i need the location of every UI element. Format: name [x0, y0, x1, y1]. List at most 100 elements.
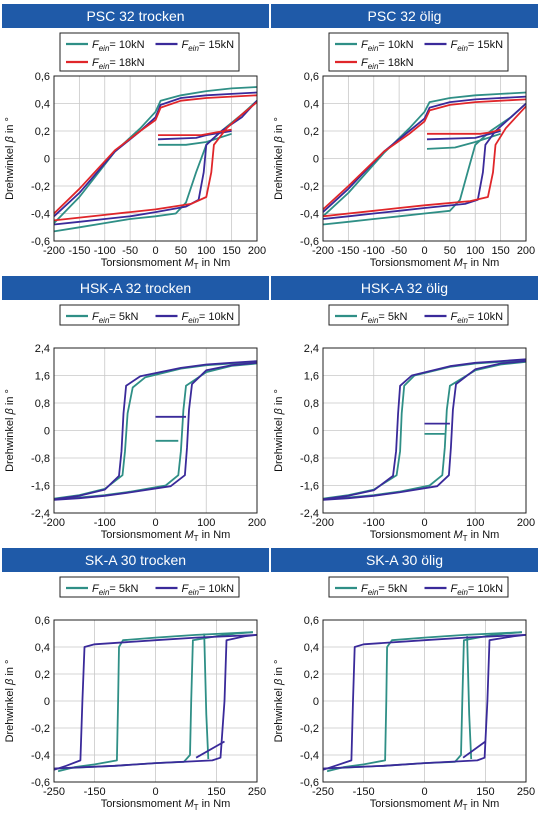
series-line: [57, 631, 253, 773]
x-tick-label: 0: [152, 245, 158, 257]
x-tick-label: 100: [466, 245, 484, 257]
x-tick-label: -50: [122, 245, 138, 257]
x-tick-label: 250: [248, 786, 266, 798]
x-tick-label: -250: [43, 786, 65, 798]
x-tick-label: -200: [312, 517, 334, 529]
y-tick-label: 0: [313, 696, 319, 708]
y-tick-label: 0,2: [304, 126, 319, 138]
y-tick-label: -0,2: [300, 181, 319, 193]
series-line: [426, 130, 501, 141]
y-tick-label: -0,4: [300, 209, 319, 221]
chart-svg: -250 -150 0 150 250 -0,6 -0,4 -0,2 0 0,2 0,4 0,6 Tor…: [273, 576, 535, 812]
legend-label: Fein= 10kN: [182, 583, 235, 597]
y-tick-label: 1,6: [35, 371, 50, 383]
y-tick-label: -0,4: [31, 750, 50, 762]
series-line: [158, 128, 232, 136]
legend-label: Fein= 10kN: [451, 311, 504, 325]
legend-label: Fein= 15kN: [182, 39, 235, 53]
x-tick-label: -100: [94, 245, 116, 257]
y-tick-label: 0,6: [35, 615, 50, 627]
series-line: [322, 634, 527, 771]
x-tick-label: -200: [43, 245, 65, 257]
series-line: [322, 95, 527, 213]
y-axis-label: Drehwinkel β in °: [273, 660, 285, 743]
y-tick-label: -0,2: [300, 723, 319, 735]
plot-frame: [322, 347, 527, 514]
y-tick-label: -2,4: [31, 508, 50, 520]
series-line: [322, 358, 527, 501]
y-tick-label: 0,2: [35, 669, 50, 681]
x-tick-label: -100: [94, 517, 116, 529]
x-tick-label: 150: [491, 245, 509, 257]
plot-frame: [322, 619, 527, 783]
x-tick-label: 100: [197, 517, 215, 529]
series-line: [322, 105, 527, 218]
y-tick-label: 0: [313, 154, 319, 166]
y-tick-label: 0,8: [304, 398, 319, 410]
chart-svg: -200 -100 0 100 200 -2,4 -1,6 -0,8 0 0,8 1,6 2,4 Tor…: [273, 304, 535, 543]
y-tick-label: -0,8: [31, 453, 50, 465]
y-tick-label: -0,6: [300, 236, 319, 248]
y-tick-label: -0,4: [31, 209, 50, 221]
chart-title: SK-A 30 ölig: [271, 548, 538, 572]
series-line: [203, 633, 210, 760]
y-tick-label: -0,4: [300, 750, 319, 762]
chart-svg: -200 -150 -100 -50 0 50 100 150 200 -0,6 -0,4 -0,2 0…: [273, 32, 535, 271]
y-tick-label: 0,8: [35, 398, 50, 410]
x-tick-label: 100: [197, 245, 215, 257]
legend-label: Fein= 10kN: [361, 39, 414, 53]
x-axis-label: Torsionsmoment MT in Nm: [370, 798, 500, 812]
series-line: [53, 634, 258, 770]
x-axis-label: Torsionsmoment MT in Nm: [370, 529, 500, 543]
x-tick-label: -100: [363, 245, 385, 257]
y-axis-label: Drehwinkel β in °: [4, 660, 16, 743]
x-axis-label: Torsionsmoment MT in Nm: [101, 798, 231, 812]
x-tick-label: 200: [517, 517, 535, 529]
series-line: [53, 91, 258, 217]
x-tick-label: -200: [312, 245, 334, 257]
y-axis-label: Drehwinkel β in °: [273, 389, 285, 472]
legend-label: Fein= 18kN: [361, 57, 414, 71]
series-line: [466, 636, 473, 760]
legend-box: [328, 32, 509, 72]
series-line: [427, 128, 501, 135]
y-tick-label: 0: [44, 426, 50, 438]
x-tick-label: 150: [207, 786, 225, 798]
y-tick-label: -0,8: [300, 453, 319, 465]
series-line: [322, 98, 527, 211]
y-tick-label: 2,4: [35, 343, 50, 355]
x-axis-label: Torsionsmoment MT in Nm: [101, 257, 231, 271]
y-axis-label: Drehwinkel β in °: [4, 117, 16, 200]
y-tick-label: -1,6: [300, 481, 319, 493]
chart-svg: -250 -150 0 150 250 -0,6 -0,4 -0,2 0 0,2 0,4 0,6 Tor…: [4, 576, 266, 812]
legend-box: [59, 32, 240, 72]
y-axis-label: Drehwinkel β in °: [273, 117, 285, 200]
x-tick-label: 150: [222, 245, 240, 257]
y-axis-label: Drehwinkel β in °: [4, 389, 16, 472]
legend-label: Fein= 18kN: [92, 57, 145, 71]
chart-svg: -200 -100 0 100 200 -2,4 -1,6 -0,8 0 0,8 1,6 2,4 Tor…: [4, 304, 266, 543]
x-tick-label: 200: [248, 245, 266, 257]
x-tick-label: 150: [476, 786, 494, 798]
y-tick-label: 0,2: [304, 669, 319, 681]
legend-label: Fein= 5kN: [92, 583, 139, 597]
y-tick-label: -0,2: [31, 723, 50, 735]
series-line: [195, 740, 225, 759]
chart-title: SK-A 30 trocken: [2, 548, 269, 572]
x-tick-label: 200: [248, 517, 266, 529]
plot-frame: [53, 619, 258, 783]
legend-label: Fein= 10kN: [451, 583, 504, 597]
x-tick-label: -250: [312, 786, 334, 798]
x-tick-label: 50: [444, 245, 456, 257]
y-tick-label: 0,4: [304, 99, 319, 111]
series-line: [322, 634, 527, 770]
chart-svg: -200 -150 -100 -50 0 50 100 150 200 -0,6 -0,4 -0,2 0…: [4, 32, 266, 271]
x-tick-label: -150: [337, 245, 359, 257]
y-tick-label: 0,6: [304, 71, 319, 83]
x-tick-label: 0: [421, 517, 427, 529]
y-tick-label: -2,4: [300, 508, 319, 520]
x-tick-label: 0: [421, 245, 427, 257]
series-line: [426, 132, 501, 150]
x-axis-label: Torsionsmoment MT in Nm: [101, 529, 231, 543]
